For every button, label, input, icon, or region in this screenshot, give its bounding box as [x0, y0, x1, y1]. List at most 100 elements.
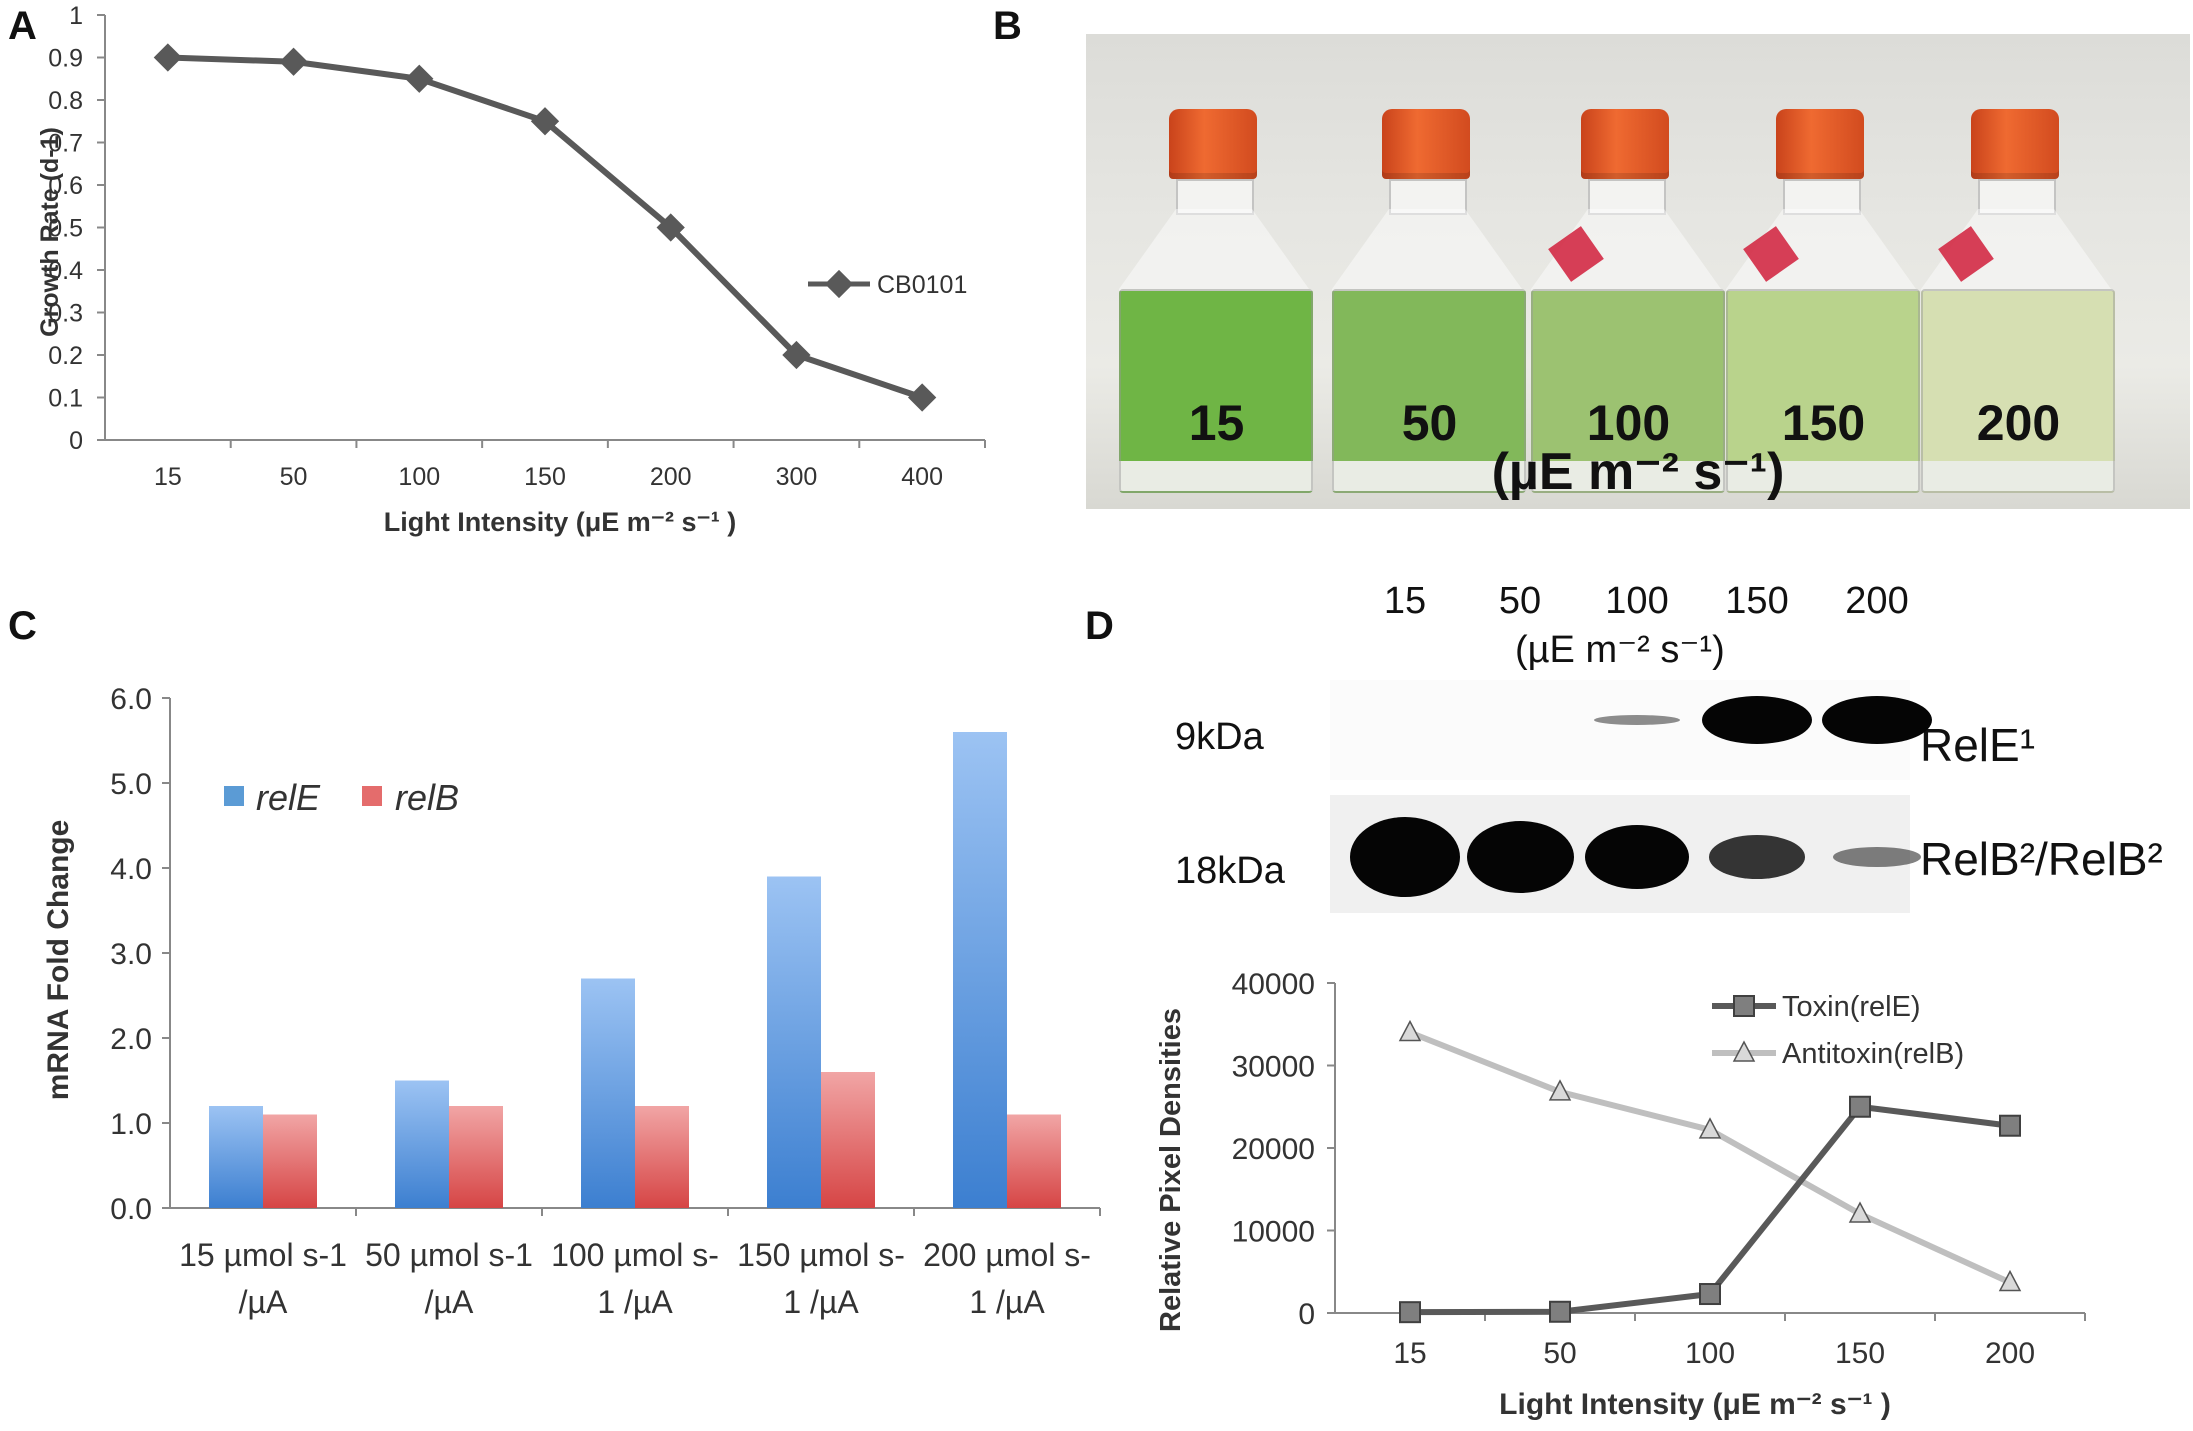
chart-c-ytick-label: 0.0 — [110, 1193, 152, 1226]
chart-d-point-toxin — [1999, 1114, 2021, 1137]
chart-d-legend: Toxin(relE) Antitoxin(relB) — [1712, 991, 1964, 1070]
chart-a-ytick-label: 0.2 — [48, 342, 83, 370]
chart-c-bar-relE — [767, 876, 821, 1208]
flask-200: 200 — [1916, 84, 2121, 493]
chart-a-ytick-label: 0 — [69, 427, 83, 455]
flask-cap — [1581, 109, 1669, 179]
blot-lane-label: 200 — [1845, 580, 1909, 622]
chart-d-ylabel: Relative Pixel Densities — [1155, 1008, 1187, 1332]
flask-label: 15 — [1188, 395, 1245, 451]
chart-a-xtick-label: 400 — [901, 463, 943, 491]
flask-label: 150 — [1781, 395, 1866, 451]
chart-d-point-toxin — [1399, 1301, 1421, 1324]
chart-a-xtick-label: 50 — [280, 463, 308, 491]
blot-size-9kda: 9kDa — [1175, 716, 1264, 758]
chart-a-ytick-label: 0.9 — [48, 45, 83, 73]
chart-d-xtick-label: 200 — [1985, 1337, 2035, 1370]
chart-d-point-antitoxin — [1398, 1019, 1422, 1042]
chart-d-xtick-label: 100 — [1685, 1337, 1735, 1370]
flask-cap — [1169, 109, 1257, 179]
chart-c-ytick-label: 1.0 — [110, 1108, 152, 1141]
chart-c-ytick-label: 5.0 — [110, 768, 152, 801]
blot-lane-label: 50 — [1498, 580, 1542, 622]
chart-c-xtick-label: 1 /µA — [783, 1284, 859, 1320]
chart-a-xlabel: Light Intensity (μE m⁻² s⁻¹ ) — [384, 507, 737, 537]
flask-label: 50 — [1401, 395, 1458, 451]
chart-d-xtick-label: 150 — [1835, 1337, 1885, 1370]
blot-lane-label: 100 — [1605, 580, 1669, 622]
blot-protein-rele: RelE¹ — [1920, 719, 2036, 771]
photo-units-label: (µE m⁻² s⁻¹) — [1491, 443, 1785, 501]
chart-d-legend-antitoxin: Antitoxin(relB) — [1782, 1038, 1964, 1070]
blot-band — [1466, 821, 1574, 893]
chart-d-ytick-label: 10000 — [1232, 1216, 1315, 1249]
chart-d-point-antitoxin — [1698, 1117, 1722, 1139]
chart-c-xtick-label: 150 µmol s- — [737, 1237, 905, 1273]
chart-a-ytick-label: 0.3 — [48, 300, 83, 328]
blot-size-18kda: 18kDa — [1175, 850, 1285, 892]
chart-a-point — [908, 383, 937, 412]
blot-strip-rele — [1330, 680, 1932, 780]
chart-c-legend: relE relB — [224, 777, 459, 818]
chart-d-point-antitoxin — [1998, 1269, 2022, 1292]
chart-d-xtick-label: 50 — [1543, 1337, 1576, 1370]
chart-c-xtick-label: /µA — [425, 1284, 474, 1320]
flask-cap — [1776, 109, 1864, 179]
chart-d-legend-toxin: Toxin(relE) — [1782, 991, 1921, 1023]
chart-c-ytick-label: 2.0 — [110, 1023, 152, 1056]
flask-label: 200 — [1976, 395, 2061, 451]
chart-c-xtick-label: 50 µmol s-1 — [365, 1237, 533, 1273]
chart-a-ylabel: Growth Rate (d-1) — [36, 127, 64, 337]
chart-a-xtick-label: 15 — [154, 463, 182, 491]
blot-band — [1350, 817, 1460, 897]
chart-d-ytick-label: 0 — [1298, 1298, 1315, 1331]
chart-a-ytick-label: 0.7 — [48, 130, 83, 158]
blot-band — [1585, 825, 1689, 889]
chart-c-ytick-label: 4.0 — [110, 853, 152, 886]
blot-band — [1702, 696, 1812, 744]
chart-c-xtick-label: /µA — [239, 1284, 288, 1320]
flask-photo: 15 50 100 150 200 — [1086, 34, 2190, 509]
chart-c-ylabel: mRNA Fold Change — [42, 820, 75, 1101]
chart-a-point — [656, 213, 685, 242]
chart-d-point-toxin — [1849, 1095, 1871, 1118]
chart-c-bar-relB — [1007, 1114, 1061, 1208]
chart-d-xlabel: Light Intensity (μE m⁻² s⁻¹ ) — [1499, 1388, 1891, 1421]
chart-a-legend: CB0101 — [808, 269, 967, 299]
chart-c-bar-relB — [821, 1072, 875, 1208]
chart-c-xtick-label: 100 µmol s- — [551, 1237, 719, 1273]
chart-c-bar-relE — [209, 1106, 263, 1208]
chart-c-xtick-label: 15 µmol s-1 — [179, 1237, 347, 1273]
blot-strip-relb — [1330, 795, 1921, 913]
chart-d-point-antitoxin — [1848, 1201, 1872, 1223]
blot-lane-label: 15 — [1383, 580, 1427, 622]
blot-band — [1708, 835, 1806, 879]
blot-protein-relb: RelB²/RelB² — [1920, 833, 2163, 885]
flask-15: 15 — [1114, 84, 1319, 493]
chart-a-xtick-label: 300 — [776, 463, 818, 491]
chart-a-point — [530, 107, 560, 136]
blot-band — [1833, 847, 1921, 867]
chart-a-ytick-label: 0.6 — [48, 172, 83, 200]
chart-c-bar-relB — [635, 1106, 689, 1208]
flask-cap — [1971, 109, 2059, 179]
chart-c-xtick-label: 1 /µA — [597, 1284, 673, 1320]
chart-c-ytick-label: 3.0 — [110, 938, 152, 971]
flask-50: 50 — [1327, 84, 1532, 493]
chart-a-xtick-label: 200 — [650, 463, 692, 491]
chart-a-ytick-label: 0.5 — [48, 215, 83, 243]
blot-band — [1822, 696, 1932, 744]
chart-d-point-antitoxin — [1548, 1079, 1572, 1101]
blot-band — [1594, 715, 1680, 725]
panel-label-a: A — [8, 4, 37, 48]
chart-c-bar-relE — [953, 732, 1007, 1208]
chart-c-legend-relb: relB — [395, 777, 459, 818]
chart-c-ytick-label: 6.0 — [110, 683, 152, 716]
chart-c-bar-relB — [263, 1114, 317, 1208]
chart-c-xtick-label: 200 µmol s- — [923, 1237, 1091, 1273]
chart-a-ytick-label: 0.8 — [48, 87, 83, 115]
blot-units: (µE m⁻² s⁻¹) — [1515, 629, 1725, 671]
